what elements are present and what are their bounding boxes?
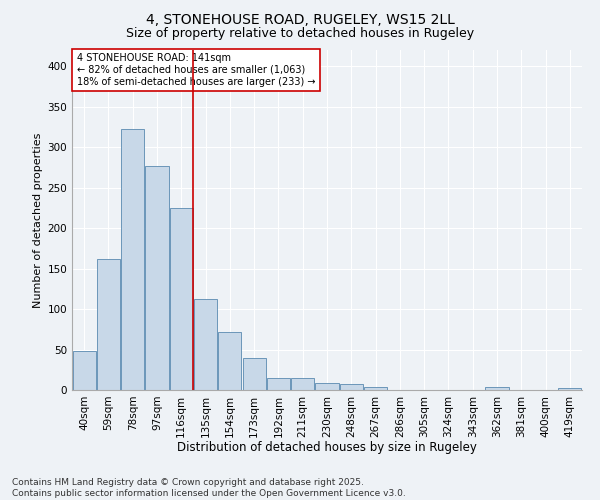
Bar [291,378,314,390]
Bar [364,387,387,390]
Bar [242,358,266,390]
X-axis label: Distribution of detached houses by size in Rugeley: Distribution of detached houses by size … [177,441,477,454]
Y-axis label: Number of detached properties: Number of detached properties [33,132,43,308]
Bar [218,332,241,390]
Bar [194,300,217,390]
Bar [73,351,95,390]
Text: Contains HM Land Registry data © Crown copyright and database right 2025.
Contai: Contains HM Land Registry data © Crown c… [12,478,406,498]
Bar [316,382,338,390]
Bar [559,388,581,390]
Bar [97,259,120,390]
Bar [485,387,509,390]
Text: Size of property relative to detached houses in Rugeley: Size of property relative to detached ho… [126,28,474,40]
Text: 4, STONEHOUSE ROAD, RUGELEY, WS15 2LL: 4, STONEHOUSE ROAD, RUGELEY, WS15 2LL [146,12,454,26]
Bar [170,208,193,390]
Bar [340,384,363,390]
Bar [145,166,169,390]
Text: 4 STONEHOUSE ROAD: 141sqm
← 82% of detached houses are smaller (1,063)
18% of se: 4 STONEHOUSE ROAD: 141sqm ← 82% of detac… [77,54,316,86]
Bar [267,378,290,390]
Bar [121,130,144,390]
